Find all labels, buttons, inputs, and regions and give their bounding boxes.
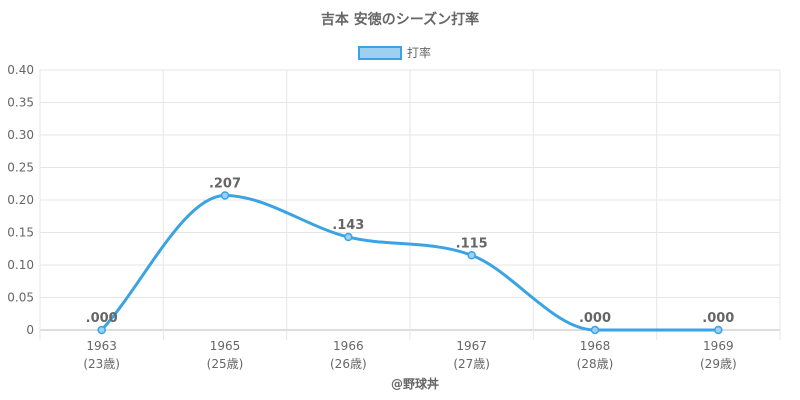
- x-tick-sublabel: (23歳): [83, 357, 120, 371]
- y-tick-label: 0.35: [7, 96, 34, 110]
- y-tick-label: 0.05: [7, 291, 34, 305]
- data-label: .143: [332, 218, 364, 233]
- data-point: [467, 251, 476, 260]
- gridlines: [39, 69, 781, 340]
- chart-title: 吉本 安徳のシーズン打率: [321, 11, 479, 28]
- x-axis: 1963 (23歳) 1965 (25歳) 1966 (26歳) 1967 (27歳) 1968…: [83, 339, 736, 371]
- x-tick-label: 1968: [580, 339, 611, 353]
- y-tick-label: 0.15: [7, 226, 34, 240]
- x-tick-sublabel: (26歳): [330, 357, 367, 371]
- x-tick-label: 1969: [703, 339, 734, 353]
- legend-swatch: [358, 46, 402, 60]
- legend-label: 打率: [407, 45, 431, 60]
- y-tick-label: 0.10: [7, 258, 34, 272]
- data-point: [344, 232, 353, 242]
- data-point: [590, 325, 600, 335]
- data-label: .000: [702, 311, 734, 326]
- y-tick-label: 0.20: [7, 193, 34, 207]
- data-label: .115: [456, 236, 488, 251]
- data-label: .000: [86, 311, 118, 326]
- series-line: [100, 193, 719, 332]
- x-tick-sublabel: (28歳): [577, 357, 614, 371]
- x-tick-sublabel: (25歳): [207, 357, 244, 371]
- y-tick-label: 0.30: [7, 128, 34, 142]
- data-label: .000: [579, 311, 611, 326]
- y-tick-label: 0: [26, 323, 34, 337]
- x-tick-label: 1967: [456, 339, 487, 353]
- x-tick-label: 1965: [210, 339, 241, 353]
- y-tick-label: 0.40: [7, 63, 34, 77]
- legend[interactable]: 打率: [358, 45, 431, 60]
- credit-label: @野球丼: [391, 376, 439, 391]
- data-label: .207: [209, 176, 241, 191]
- x-tick-label: 1966: [333, 339, 364, 353]
- y-axis: 0 0.05 0.10 0.15 0.20 0.25 0.30 0.35 0.40: [7, 63, 34, 337]
- x-tick-sublabel: (29歳): [700, 357, 737, 371]
- data-point: [714, 325, 723, 335]
- series-batting-average: .000 .207 .143 .115 .000 .000: [86, 176, 734, 335]
- data-point: [97, 325, 106, 335]
- x-tick-label: 1963: [86, 339, 117, 353]
- y-tick-label: 0.25: [7, 161, 34, 175]
- data-point: [220, 191, 230, 200]
- x-tick-sublabel: (27歳): [453, 357, 490, 371]
